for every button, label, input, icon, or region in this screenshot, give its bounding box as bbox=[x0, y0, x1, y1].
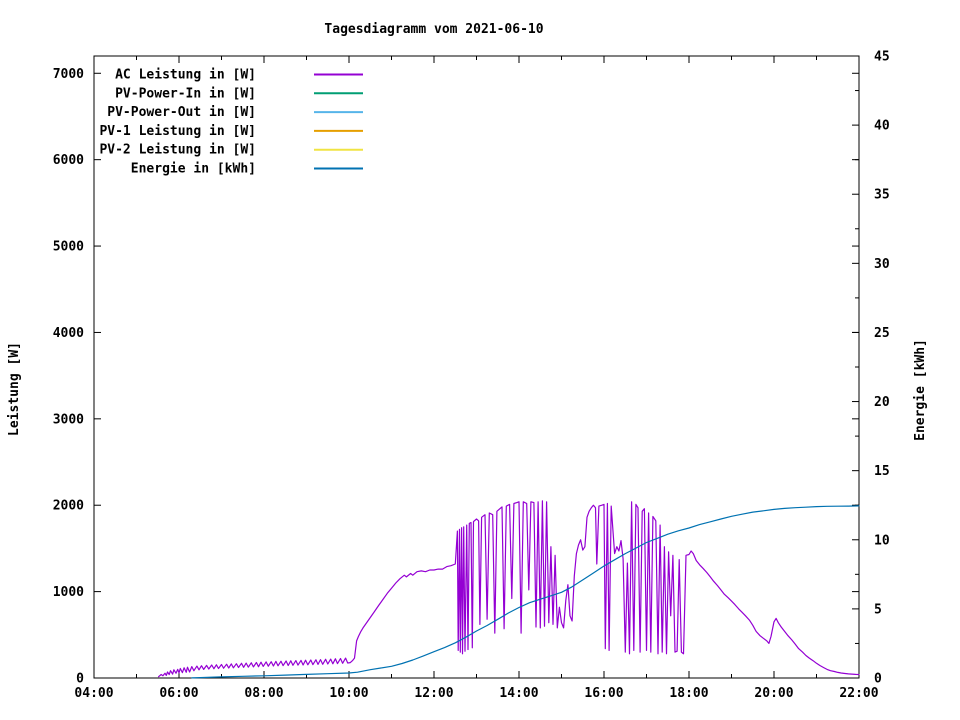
chart-title: Tagesdiagramm vom 2021-06-10 bbox=[324, 22, 544, 37]
legend-label-pv-power-in: PV-Power-In in [W] bbox=[115, 86, 256, 101]
legend-label-energie: Energie in [kWh] bbox=[131, 162, 256, 177]
legend-label-pv1-leistung: PV-1 Leistung in [W] bbox=[99, 124, 256, 139]
y-right-tick-label: 35 bbox=[874, 188, 890, 203]
y-left-tick-label: 0 bbox=[76, 672, 84, 687]
x-tick-label: 06:00 bbox=[159, 686, 198, 701]
x-tick-label: 04:00 bbox=[74, 686, 113, 701]
y-right-tick-label: 45 bbox=[874, 50, 890, 65]
y-left-tick-label: 5000 bbox=[53, 240, 84, 255]
x-tick-label: 12:00 bbox=[414, 686, 453, 701]
legend-label-pv2-leistung: PV-2 Leistung in [W] bbox=[99, 143, 256, 158]
y-left-axis-label: Leistung [W] bbox=[7, 342, 22, 436]
y-right-tick-label: 20 bbox=[874, 395, 890, 410]
series-energie-line bbox=[191, 505, 860, 679]
x-tick-label: 14:00 bbox=[499, 686, 538, 701]
y-right-tick-label: 5 bbox=[874, 602, 882, 617]
series-ac-leistung-line bbox=[158, 500, 860, 678]
y-right-tick-label: 10 bbox=[874, 533, 890, 548]
legend-label-pv-power-out: PV-Power-Out in [W] bbox=[107, 105, 256, 120]
x-tick-label: 18:00 bbox=[669, 686, 708, 701]
legend-label-ac-leistung: AC Leistung in [W] bbox=[115, 68, 256, 83]
y-right-tick-label: 40 bbox=[874, 119, 890, 134]
y-right-axis-label: Energie [kWh] bbox=[913, 339, 928, 441]
x-tick-label: 10:00 bbox=[329, 686, 368, 701]
x-tick-label: 08:00 bbox=[244, 686, 283, 701]
y-right-tick-label: 15 bbox=[874, 464, 890, 479]
y-right-tick-label: 25 bbox=[874, 326, 890, 341]
y-right-tick-label: 30 bbox=[874, 257, 890, 272]
y-left-tick-label: 3000 bbox=[53, 412, 84, 427]
y-left-tick-label: 7000 bbox=[53, 67, 84, 82]
y-left-tick-label: 2000 bbox=[53, 499, 84, 514]
y-left-tick-label: 1000 bbox=[53, 585, 84, 600]
x-tick-label: 20:00 bbox=[754, 686, 793, 701]
x-tick-label: 16:00 bbox=[584, 686, 623, 701]
y-left-tick-label: 6000 bbox=[53, 153, 84, 168]
y-left-tick-label: 4000 bbox=[53, 326, 84, 341]
y-right-tick-label: 0 bbox=[874, 672, 882, 687]
x-tick-label: 22:00 bbox=[839, 686, 878, 701]
